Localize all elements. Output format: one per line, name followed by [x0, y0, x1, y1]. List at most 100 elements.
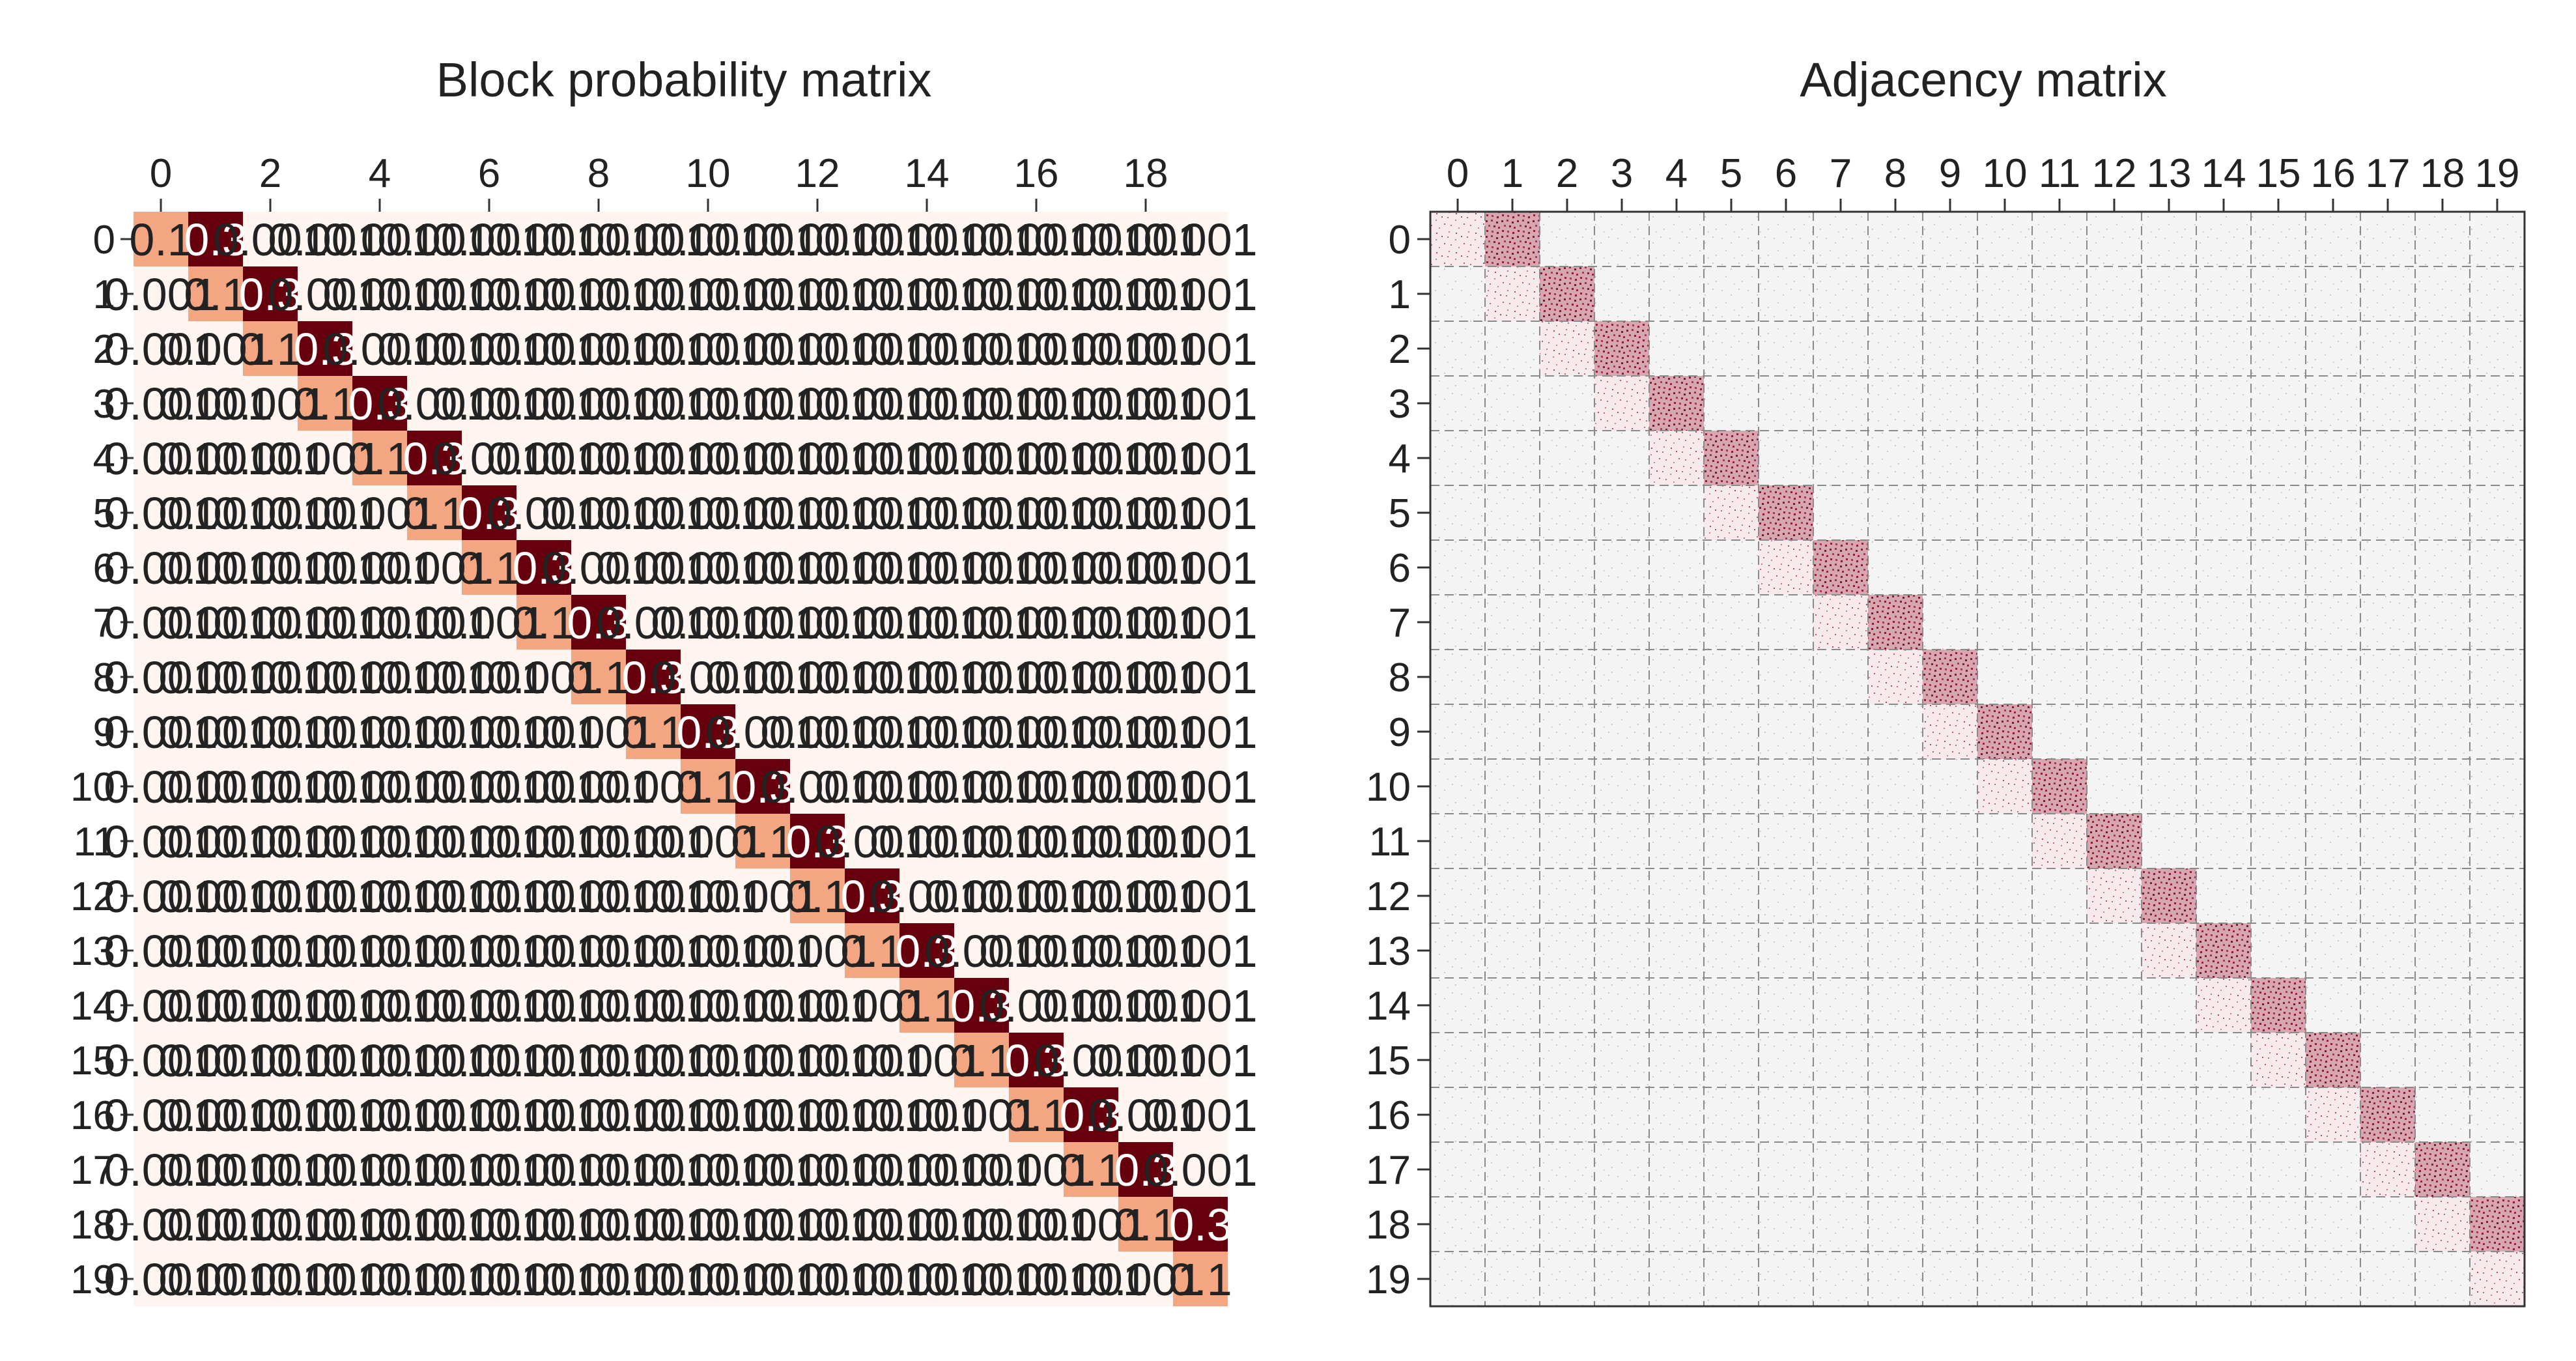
adjacency-block-diagonal [1704, 485, 1759, 540]
heatmap-cell-label: 0.001 [760, 1090, 874, 1141]
heatmap-cell [134, 704, 188, 759]
y-tick-label: 18 [70, 1203, 115, 1248]
heatmap-cell [1064, 704, 1118, 759]
heatmap-cell-label: 0.001 [651, 379, 765, 429]
heatmap-cell [735, 868, 790, 923]
y-tick-label: 17 [1366, 1148, 1411, 1193]
heatmap-cell [407, 704, 462, 759]
heatmap-cell-label: 0.001 [213, 762, 327, 812]
heatmap-cell [352, 1252, 407, 1306]
heatmap-cell [134, 1087, 188, 1142]
heatmap-cell [517, 923, 571, 978]
heatmap-cell [571, 650, 626, 704]
heatmap-cell-label: 0.001 [651, 269, 765, 320]
heatmap-cell-label: 0.001 [596, 762, 710, 812]
heatmap-cell [1173, 650, 1228, 704]
adjacency-block-upper [1759, 485, 1813, 540]
heatmap-cell-label: 0.001 [596, 1035, 710, 1086]
heatmap-cell-label: 0.3 [238, 269, 302, 320]
heatmap-cell [243, 321, 298, 376]
heatmap-cell [626, 321, 681, 376]
heatmap-cell-label: 0.1 [1114, 1199, 1177, 1250]
heatmap-cell-label: 0.1 [348, 433, 411, 484]
heatmap-cell [845, 868, 899, 923]
adjacency-block-upper [2251, 978, 2306, 1033]
adjacency-block-upper [2087, 814, 2142, 868]
heatmap-cell-label: 0.001 [432, 871, 546, 922]
heatmap-cell [134, 1252, 188, 1306]
heatmap-cell [298, 1197, 352, 1252]
heatmap-cell [243, 376, 298, 431]
heatmap-cell-label: 0.001 [541, 926, 655, 977]
heatmap-cell [954, 923, 1009, 978]
heatmap-cell-label: 0.001 [213, 1199, 327, 1250]
heatmap-cell [462, 1033, 517, 1087]
heatmap-cell-label: 0.001 [651, 214, 765, 265]
heatmap-cell-label: 0.1 [895, 981, 958, 1031]
heatmap-cell [352, 759, 407, 814]
heatmap-cell [899, 540, 954, 595]
heatmap-cell-label: 0.001 [979, 816, 1093, 867]
heatmap-cell [1118, 1252, 1173, 1306]
heatmap-cell [1173, 923, 1228, 978]
heatmap-cell [735, 376, 790, 431]
heatmap-cell [845, 759, 899, 814]
heatmap-cell-label: 0.001 [432, 379, 546, 429]
heatmap-cell [407, 212, 462, 266]
heatmap-cell [243, 1142, 298, 1197]
heatmap-cell-label: 0.001 [213, 871, 327, 922]
heatmap-cell [626, 759, 681, 814]
heatmap-cell-label: 0.001 [924, 816, 1038, 867]
heatmap-cell-label: 0.001 [596, 269, 710, 320]
heatmap-cell [134, 923, 188, 978]
heatmap-cell-label: 0.001 [213, 1254, 327, 1305]
heatmap-cell-label: 0.001 [104, 433, 218, 484]
heatmap-cell-label: 0.001 [377, 1254, 491, 1305]
heatmap-cell [681, 266, 735, 321]
heatmap-cell [626, 923, 681, 978]
heatmap-cell [845, 485, 899, 540]
heatmap-cell-label: 0.001 [760, 597, 874, 648]
heatmap-cell [462, 978, 517, 1033]
heatmap-cell-label: 0.001 [705, 1254, 819, 1305]
heatmap-cell-label: 0.001 [815, 1199, 929, 1250]
heatmap-cell-label: 0.001 [596, 816, 710, 867]
heatmap-cell-label: 0.001 [815, 1254, 929, 1305]
heatmap-cell-label: 0.001 [924, 652, 1038, 703]
heatmap-cell-label: 0.001 [158, 762, 272, 812]
heatmap-cell-label: 0.001 [924, 1145, 1038, 1196]
heatmap-cell [571, 1142, 626, 1197]
heatmap-cell [571, 376, 626, 431]
adjacency-block-diagonal [1649, 431, 1704, 485]
heatmap-cell [352, 650, 407, 704]
heatmap-cell [1064, 759, 1118, 814]
heatmap-cell-label: 0.001 [705, 324, 819, 375]
heatmap-cell [407, 1142, 462, 1197]
heatmap-cell-label: 0.001 [705, 1199, 819, 1250]
y-tick-label: 13 [70, 929, 115, 974]
x-tick-label: 1 [1501, 151, 1523, 196]
heatmap-cell-label: 0.001 [541, 871, 655, 922]
heatmap-cell-label: 0.3 [840, 871, 903, 922]
heatmap-cell-label: 0.001 [596, 981, 710, 1031]
heatmap-cell [1173, 540, 1228, 595]
x-tick-label: 12 [2092, 151, 2137, 196]
heatmap-cell [681, 704, 735, 759]
heatmap-cell-label: 0.001 [760, 1145, 874, 1196]
heatmap-cell-label: 0.001 [760, 488, 874, 539]
heatmap-cell [790, 321, 845, 376]
heatmap-cell [1173, 1252, 1228, 1306]
adjacency-block-upper [2142, 868, 2196, 923]
heatmap-cell [407, 431, 462, 485]
heatmap-cell-label: 0.001 [541, 324, 655, 375]
adjacency-block-diagonal [2470, 1252, 2525, 1306]
heatmap-cell [626, 376, 681, 431]
heatmap-cell-label: 0.001 [322, 652, 436, 703]
heatmap-cell-label: 0.001 [213, 1090, 327, 1141]
heatmap-cell [954, 485, 1009, 540]
heatmap-cell [845, 376, 899, 431]
heatmap-cell-label: 0.001 [432, 1035, 546, 1086]
heatmap-cell [845, 1087, 899, 1142]
heatmap-cell-label: 0.001 [705, 543, 819, 594]
x-tick-label: 11 [2039, 151, 2080, 196]
